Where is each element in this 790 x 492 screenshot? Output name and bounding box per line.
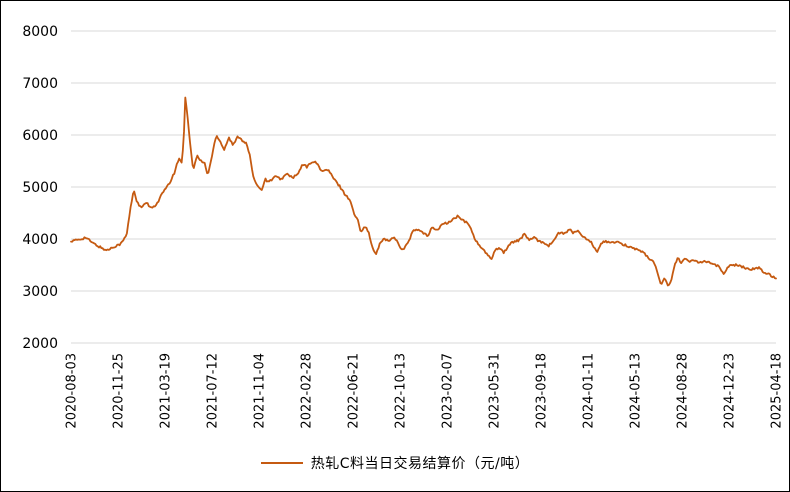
y-axis-tick-label: 2000 bbox=[22, 336, 58, 352]
x-axis-tick-label: 2020-08-03 bbox=[64, 353, 79, 429]
x-axis-tick-label: 2022-06-21 bbox=[346, 353, 361, 429]
y-axis-tick-label: 6000 bbox=[22, 128, 58, 144]
chart-plot-area: 2000 3000 4000 5000 6000 7000 8000 2020-08-03 20… bbox=[22, 24, 784, 429]
x-axis-tick-label: 2024-08-28 bbox=[675, 353, 690, 429]
y-axis-tick-label: 5000 bbox=[22, 180, 58, 196]
x-axis-tick-label: 2021-11-04 bbox=[252, 353, 267, 429]
x-axis-tick-label: 2024-12-23 bbox=[722, 353, 737, 429]
legend-line-swatch bbox=[260, 462, 303, 464]
y-axis-tick-label: 8000 bbox=[22, 24, 58, 40]
x-axis-tick-label: 2022-02-28 bbox=[299, 353, 314, 429]
x-axis-tick-label: 2023-05-31 bbox=[487, 353, 502, 429]
price-line-series bbox=[70, 96, 777, 287]
x-axis-tick-label: 2025-04-18 bbox=[769, 353, 784, 429]
x-axis-tick-label: 2023-02-07 bbox=[440, 353, 455, 429]
chart-legend: 热轧C料当日交易结算价（元/吨） bbox=[1, 453, 789, 473]
x-axis-tick-label: 2024-05-13 bbox=[628, 353, 643, 429]
x-axis-tick-label: 2024-01-11 bbox=[581, 353, 596, 429]
x-axis-tick-label: 2022-10-13 bbox=[393, 353, 408, 429]
y-axis-tick-label: 4000 bbox=[22, 232, 58, 248]
y-axis-tick-label: 3000 bbox=[22, 284, 58, 300]
legend-label: 热轧C料当日交易结算价（元/吨） bbox=[310, 456, 530, 472]
y-axis-tick-label: 7000 bbox=[22, 76, 58, 92]
x-axis-tick-label: 2021-07-12 bbox=[205, 353, 220, 429]
x-axis-tick-label: 2023-09-18 bbox=[534, 353, 549, 429]
x-axis-tick-label: 2020-11-25 bbox=[111, 353, 126, 429]
x-axis-tick-label: 2021-03-19 bbox=[158, 353, 173, 429]
